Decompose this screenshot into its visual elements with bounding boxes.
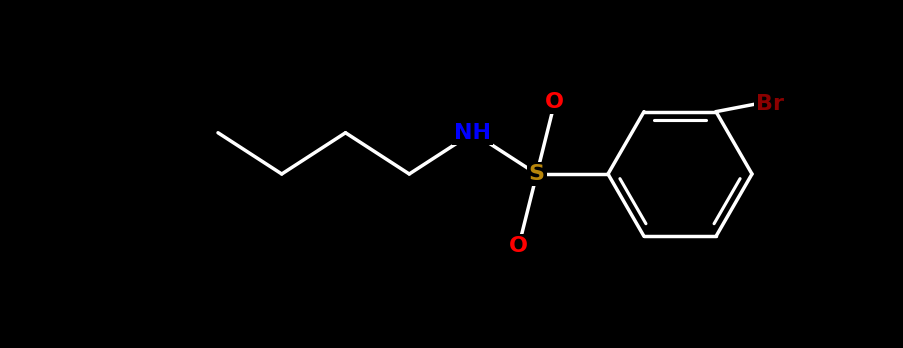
Text: S: S	[528, 164, 545, 184]
Text: Br: Br	[755, 94, 783, 114]
Text: NH: NH	[454, 123, 491, 143]
Text: O: O	[508, 236, 527, 256]
Text: O: O	[545, 92, 563, 112]
